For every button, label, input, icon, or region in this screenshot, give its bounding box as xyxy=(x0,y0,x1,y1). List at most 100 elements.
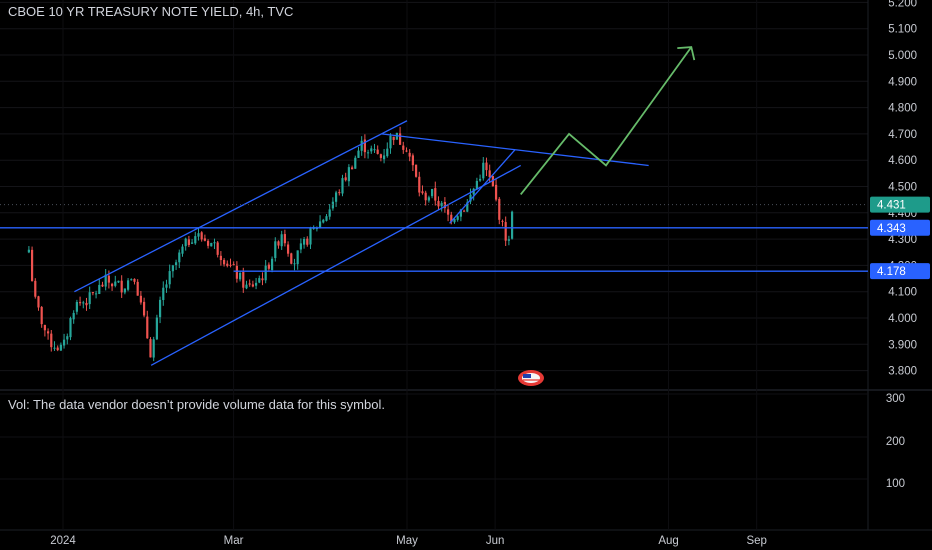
candle-body xyxy=(184,238,187,247)
volume-tick-label: 200 xyxy=(886,436,905,448)
candle-body xyxy=(392,136,395,141)
candle-body xyxy=(216,242,219,255)
candle-body xyxy=(107,275,110,283)
candle-body xyxy=(94,293,98,295)
candle-body xyxy=(338,192,341,194)
candle-body xyxy=(168,271,171,285)
candle-body xyxy=(302,239,306,245)
candle-body xyxy=(248,283,251,285)
candle-body xyxy=(171,265,174,272)
candle-body xyxy=(158,299,162,318)
candle-body xyxy=(389,135,392,149)
candle-body xyxy=(408,152,411,157)
candle-body xyxy=(242,271,245,288)
candle-body xyxy=(110,283,114,287)
candle-body xyxy=(251,284,254,287)
y-tick-label: 4.900 xyxy=(888,76,917,88)
candle-body xyxy=(366,152,370,154)
candle-body xyxy=(136,281,139,296)
flag-canton xyxy=(523,374,531,378)
candle-body xyxy=(162,287,165,300)
candle-body xyxy=(197,233,200,237)
x-tick-label: Jun xyxy=(486,535,505,547)
candle-body xyxy=(504,222,507,241)
candle-body xyxy=(226,263,229,266)
candle-body xyxy=(66,336,69,340)
price-axis[interactable]: 5.200 5.100 5.000 4.900 4.800 4.700 4.600 4.500… xyxy=(888,0,917,378)
candle-body xyxy=(40,307,43,325)
candle-body xyxy=(354,157,357,169)
y-tick-label: 4.300 xyxy=(888,234,917,246)
candle-body xyxy=(498,198,501,220)
candle-body xyxy=(411,155,414,166)
candle-body xyxy=(229,264,232,266)
candle-body xyxy=(194,236,197,244)
current-price-tag: 4.431 xyxy=(877,200,906,212)
candle-body xyxy=(133,278,136,282)
candle-body xyxy=(306,238,309,245)
candle-body xyxy=(149,339,152,358)
us-flag-event-icon[interactable] xyxy=(518,370,544,386)
candle-body xyxy=(30,249,34,282)
candle-body xyxy=(478,178,482,181)
candle-body xyxy=(56,347,59,351)
candle-body xyxy=(203,238,206,241)
candle-body xyxy=(459,209,462,217)
candle-body xyxy=(347,167,350,182)
candle-body xyxy=(178,252,181,263)
candle-body xyxy=(235,265,238,279)
candle-body xyxy=(53,347,56,349)
candle-body xyxy=(181,246,184,254)
candle-body xyxy=(296,250,299,265)
candle-body xyxy=(98,284,101,294)
candle-body xyxy=(72,312,75,320)
inner-channel-line[interactable] xyxy=(449,149,516,224)
x-tick-label: May xyxy=(396,535,418,547)
candle-body xyxy=(104,274,107,287)
y-tick-label: 5.000 xyxy=(888,50,917,62)
candle-body xyxy=(82,302,85,304)
candle-body xyxy=(75,301,78,312)
candle-body xyxy=(165,284,168,288)
candle-body xyxy=(200,232,203,240)
volume-axis: 300 200 100 xyxy=(886,393,905,490)
candle-body xyxy=(501,220,504,222)
y-tick-label: 3.900 xyxy=(888,339,917,351)
x-tick-label: 2024 xyxy=(50,535,76,547)
y-tick-label: 4.000 xyxy=(888,313,917,325)
candle-body xyxy=(344,177,347,181)
current-price-tag-bg xyxy=(870,196,930,213)
y-tick-label: 3.800 xyxy=(888,366,917,378)
drawings[interactable] xyxy=(0,46,868,366)
candle-body xyxy=(277,241,280,246)
candle-body xyxy=(78,302,82,304)
candle-body xyxy=(62,339,66,346)
candle-body xyxy=(258,278,261,283)
candle-body xyxy=(37,296,40,308)
candle-body xyxy=(280,234,283,247)
candle-body xyxy=(430,188,434,197)
y-tick-label: 4.100 xyxy=(888,287,917,299)
y-tick-label: 4.600 xyxy=(888,155,917,167)
candle-body xyxy=(139,295,142,303)
candle-body xyxy=(398,133,402,145)
candle-body xyxy=(146,316,149,339)
candle-body xyxy=(91,292,94,294)
candle-body xyxy=(261,278,264,281)
candle-body xyxy=(315,228,318,230)
channel-lower-line[interactable] xyxy=(150,164,522,366)
channel-upper-line[interactable] xyxy=(74,120,408,293)
candle-body xyxy=(482,162,485,179)
candle-body xyxy=(507,239,510,241)
projection-path[interactable] xyxy=(520,46,693,195)
candle-body xyxy=(222,259,226,265)
candle-body xyxy=(469,194,472,202)
candle-body xyxy=(440,202,443,207)
candle-body xyxy=(59,344,62,351)
y-tick-label: 4.700 xyxy=(888,129,917,141)
x-tick-label: Aug xyxy=(658,535,678,547)
candle-body xyxy=(475,180,478,190)
time-axis[interactable]: 2024 Mar May Jun Aug Sep xyxy=(50,535,767,547)
candles xyxy=(27,126,514,362)
